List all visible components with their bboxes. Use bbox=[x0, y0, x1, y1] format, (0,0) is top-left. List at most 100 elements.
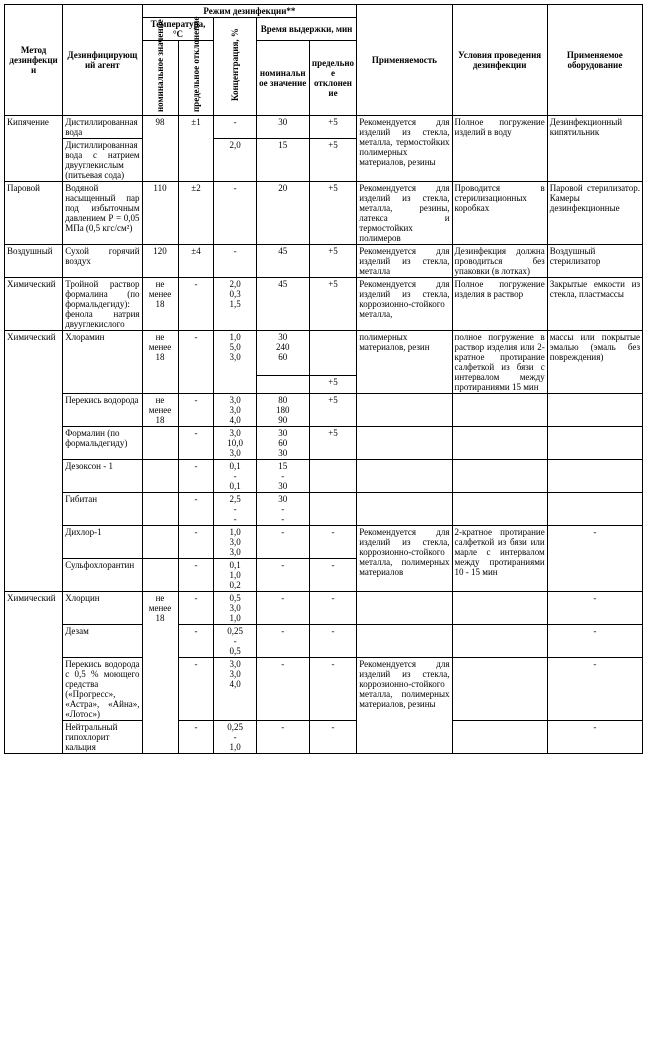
cell bbox=[142, 526, 178, 559]
cell: - bbox=[214, 245, 256, 278]
cell: 120 bbox=[142, 245, 178, 278]
cell-agent: Гибитан bbox=[63, 493, 142, 526]
cell bbox=[452, 592, 547, 625]
table-row: Химический Тройной раствор формалина (по… bbox=[5, 278, 643, 331]
cell: - bbox=[547, 592, 642, 625]
table-row: Дихлор-1 - 1,0 3,0 3,0 - - Рекомендуется… bbox=[5, 526, 643, 559]
cell: - bbox=[178, 493, 214, 526]
cell-agent: Водяной насыщенный пар под избыточным да… bbox=[63, 182, 142, 245]
table-row: Химический Хлорцин не менее 18 - 0,5 3,0… bbox=[5, 592, 643, 625]
cell: +5 bbox=[309, 278, 357, 331]
cell: 3,0 3,0 4,0 bbox=[214, 394, 256, 427]
cell-agent: Дихлор-1 bbox=[63, 526, 142, 559]
cell: 98 bbox=[142, 116, 178, 182]
cell bbox=[309, 493, 357, 526]
cell: 2,0 0,3 1,5 bbox=[214, 278, 256, 331]
cell-agent: Хлорамин bbox=[63, 331, 142, 394]
cell: - bbox=[214, 182, 256, 245]
table-row: Химический Хлорамин не менее 18 - 1,0 5,… bbox=[5, 331, 643, 376]
cell bbox=[452, 460, 547, 493]
cell bbox=[547, 427, 642, 460]
cell bbox=[452, 427, 547, 460]
cell: +5 bbox=[309, 245, 357, 278]
cell: - bbox=[309, 526, 357, 559]
cell: 0,1 1,0 0,2 bbox=[214, 559, 256, 592]
table-row: Гибитан - 2,5 - - 30 - - bbox=[5, 493, 643, 526]
cell bbox=[452, 625, 547, 658]
cell: - bbox=[256, 526, 309, 559]
cell: - bbox=[214, 116, 256, 139]
cell: Рекомендуется для изделий из стекла, кор… bbox=[357, 658, 452, 754]
cell: - bbox=[178, 526, 214, 559]
cell: полимерных материалов, резин bbox=[357, 331, 452, 394]
cell: - bbox=[178, 460, 214, 493]
cell: не менее 18 bbox=[142, 592, 178, 754]
h-applicability: Применяемость bbox=[357, 5, 452, 116]
cell: - bbox=[309, 559, 357, 592]
cell: не менее 18 bbox=[142, 394, 178, 427]
cell: 30 - - bbox=[256, 493, 309, 526]
cell: - bbox=[547, 625, 642, 658]
cell: - bbox=[178, 592, 214, 625]
cell: - bbox=[178, 625, 214, 658]
table-row: Кипячение Дистиллированная вода 98 ±1 - … bbox=[5, 116, 643, 139]
cell bbox=[452, 658, 547, 721]
cell-agent: Дистиллированная вода с натрием двууглек… bbox=[63, 139, 142, 182]
cell-method: Химический bbox=[5, 278, 63, 331]
cell: 80 180 90 bbox=[256, 394, 309, 427]
cell: не менее 18 bbox=[142, 331, 178, 394]
h-temp: Температура, °С bbox=[142, 18, 214, 41]
cell: Паровой стерилизатор. Камеры дезинфекцио… bbox=[547, 182, 642, 245]
h-time-dev: предельное отклонение bbox=[309, 41, 357, 116]
cell: не менее 18 bbox=[142, 278, 178, 331]
h-time: Время выдержки, мин bbox=[256, 18, 357, 41]
h-regime: Режим дезинфекции** bbox=[142, 5, 357, 18]
table-row: Формалин (по формальдегиду) - 3,0 10,0 3… bbox=[5, 427, 643, 460]
cell: 30 60 30 bbox=[256, 427, 309, 460]
cell: Проводится в стерилизационных коробках bbox=[452, 182, 547, 245]
cell-agent: Дистиллированная вода bbox=[63, 116, 142, 139]
cell: 0,25 - 1,0 bbox=[214, 721, 256, 754]
cell: Рекомендуется для изделий из стекла, мет… bbox=[357, 182, 452, 245]
cell: - bbox=[256, 658, 309, 721]
cell-agent: Перекись водорода с 0,5 % моющего средст… bbox=[63, 658, 142, 721]
h-conditions: Условия проведения дезинфекции bbox=[452, 5, 547, 116]
cell: - bbox=[178, 559, 214, 592]
h-conc: Концентрация, % bbox=[214, 18, 256, 116]
cell bbox=[256, 376, 309, 394]
cell bbox=[357, 493, 452, 526]
cell: 0,5 3,0 1,0 bbox=[214, 592, 256, 625]
cell: ±2 bbox=[178, 182, 214, 245]
cell bbox=[357, 625, 452, 658]
cell: Рекомендуется для изделий из стекла, кор… bbox=[357, 278, 452, 331]
h-temp-nom: номинальное значение bbox=[142, 41, 178, 116]
cell: - bbox=[547, 658, 642, 721]
h-temp-dev: предельное отклонение bbox=[178, 41, 214, 116]
cell: массы или покрытые эмалью (эмаль без пов… bbox=[547, 331, 642, 394]
cell: 0,25 - 0,5 bbox=[214, 625, 256, 658]
cell: Дезинфекционный кипятильник bbox=[547, 116, 642, 182]
cell: 2,5 - - bbox=[214, 493, 256, 526]
table-row: Перекись водорода с 0,5 % моющего средст… bbox=[5, 658, 643, 721]
cell: +5 bbox=[309, 116, 357, 139]
cell: - bbox=[178, 331, 214, 394]
cell bbox=[142, 427, 178, 460]
cell: - bbox=[178, 278, 214, 331]
table-row: Паровой Водяной насыщенный пар под избыт… bbox=[5, 182, 643, 245]
cell-agent: Сухой горячий воздух bbox=[63, 245, 142, 278]
cell: +5 bbox=[309, 394, 357, 427]
cell: 1,0 3,0 3,0 bbox=[214, 526, 256, 559]
cell: - bbox=[547, 721, 642, 754]
cell: 1,0 5,0 3,0 bbox=[214, 331, 256, 394]
table-row: Перекись водорода не менее 18 - 3,0 3,0 … bbox=[5, 394, 643, 427]
cell bbox=[357, 394, 452, 427]
cell bbox=[309, 460, 357, 493]
cell-agent: Перекись водорода bbox=[63, 394, 142, 427]
cell bbox=[547, 394, 642, 427]
cell: полное погружение в раствор изделия или … bbox=[452, 331, 547, 394]
cell-agent: Тройной раствор формалина (по формальдег… bbox=[63, 278, 142, 331]
cell-agent: Дезам bbox=[63, 625, 142, 658]
cell: Рекомендуется для изделий из стекла, мет… bbox=[357, 116, 452, 182]
table-row: Дезам - 0,25 - 0,5 - - - bbox=[5, 625, 643, 658]
cell bbox=[309, 331, 357, 376]
